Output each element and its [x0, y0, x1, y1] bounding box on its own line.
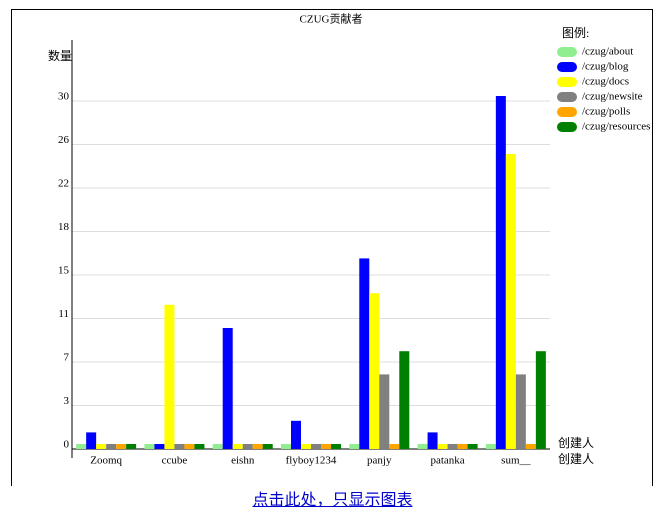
bar — [126, 444, 137, 449]
bar — [222, 328, 233, 449]
bar — [389, 444, 400, 449]
bar — [281, 444, 291, 449]
link-row: 点击此处，只显示图表 — [0, 486, 665, 510]
bar — [164, 304, 175, 449]
x-axis-label: 创建人 — [558, 452, 594, 466]
x-tick-label: Zoomq — [90, 455, 122, 467]
legend-label: /czug/polls — [582, 106, 630, 118]
show-chart-only-link[interactable]: 点击此处，只显示图表 — [252, 492, 413, 509]
y-tick-label: 7 — [64, 352, 70, 364]
bar — [184, 444, 195, 449]
bar — [467, 444, 478, 449]
x-tick-label: patanka — [430, 455, 464, 467]
bar — [96, 444, 107, 449]
legend-swatch — [557, 92, 577, 102]
bar — [515, 374, 526, 449]
bar — [252, 444, 263, 449]
x-tick-label: panjy — [367, 455, 392, 467]
y-tick-label: 26 — [58, 134, 70, 146]
bar — [301, 444, 311, 449]
legend-title: 图例: — [562, 26, 589, 40]
bar — [417, 444, 428, 449]
bar — [174, 444, 185, 449]
chart-frame — [11, 9, 653, 490]
bar — [495, 96, 506, 449]
x-axis-label: 创建人 — [558, 436, 594, 450]
y-axis-label: 数量 — [48, 48, 72, 63]
bar — [399, 351, 410, 449]
plot: 0 3 7 11 15 18 22 26 30 Zoomq ccube eishn flyboy1234… — [58, 40, 650, 467]
y-tick-label: 30 — [58, 91, 70, 103]
y-tick-label: 0 — [64, 439, 70, 451]
x-tick-label: flyboy1234 — [286, 455, 337, 467]
bar — [359, 258, 370, 449]
bar — [291, 420, 301, 449]
chart: CZUG贡献者 数量 创建人 创建人 图例: 0 3 7 11 15 18 22 26 30 Zo… — [11, 9, 653, 490]
y-tick-label: 22 — [58, 178, 69, 190]
y-tick-label: 18 — [58, 221, 70, 233]
bar — [535, 351, 546, 449]
legend-label: /czug/docs — [582, 76, 629, 88]
bar — [106, 444, 117, 449]
bar — [485, 444, 496, 449]
bar — [379, 374, 390, 449]
bar — [232, 444, 243, 449]
bar — [262, 444, 273, 449]
bar — [525, 444, 536, 449]
y-tick-label: 11 — [58, 308, 69, 320]
x-tick-label: ccube — [162, 455, 188, 467]
chart-title: CZUG贡献者 — [300, 12, 363, 26]
bar — [349, 444, 360, 449]
legend-swatch — [557, 77, 577, 87]
legend-label: /czug/about — [582, 46, 633, 58]
y-tick-label: 15 — [58, 265, 70, 277]
legend-swatch — [557, 122, 577, 132]
bar — [144, 444, 155, 449]
x-tick-label: sum__ — [501, 455, 531, 467]
bar — [212, 444, 223, 449]
bar — [311, 444, 321, 449]
bar — [154, 444, 165, 449]
legend-label: /czug/blog — [582, 61, 629, 73]
bar — [331, 444, 341, 449]
bar — [321, 444, 331, 449]
legend-label: /czug/newsite — [582, 91, 643, 103]
bar — [194, 444, 205, 449]
bar — [86, 432, 97, 449]
bar — [116, 444, 127, 449]
bar — [505, 154, 516, 449]
legend-swatch — [557, 107, 577, 117]
bar — [447, 444, 458, 449]
bar — [369, 293, 380, 449]
y-tick-label: 3 — [64, 395, 70, 407]
bar — [457, 444, 468, 449]
x-tick-label: eishn — [231, 455, 255, 467]
bar — [76, 444, 87, 449]
legend-swatch — [557, 62, 577, 72]
bar — [427, 432, 438, 449]
bar — [242, 444, 253, 449]
legend-swatch — [557, 47, 577, 57]
legend-label: /czug/resources — [582, 121, 650, 133]
bar — [437, 444, 448, 449]
